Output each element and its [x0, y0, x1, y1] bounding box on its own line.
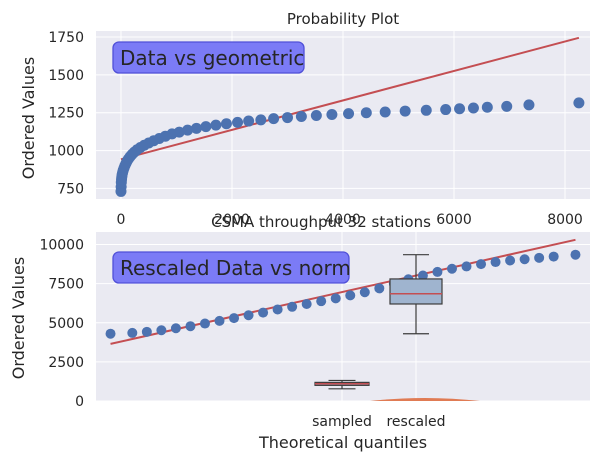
bottom-y-tick-label: 10000: [39, 238, 84, 254]
bottom-data-point: [446, 263, 457, 274]
top-data-point: [232, 116, 244, 128]
bottom-y-tick-label: 2500: [48, 355, 84, 371]
top-data-point: [573, 97, 585, 109]
top-x-tick-label: 0: [117, 212, 126, 228]
bottom-data-point: [534, 252, 545, 263]
bottom-y-tick-label: 0: [75, 394, 84, 410]
top-x-tick-label: 6000: [436, 212, 472, 228]
top-data-point: [243, 115, 255, 127]
category-label-sampled: sampled: [312, 414, 372, 430]
top-data-point: [281, 112, 293, 124]
bottom-data-point: [316, 296, 327, 307]
top-data-point: [399, 105, 411, 117]
bottom-annotation-box: [112, 251, 350, 284]
top-title: Probability Plot: [287, 10, 399, 28]
top-y-tick-label: 1000: [48, 144, 84, 160]
top-fit-line: [120, 36, 580, 161]
bottom-data-point: [105, 328, 116, 339]
bottom-data-point: [127, 327, 138, 338]
bottom-data-point: [570, 249, 581, 260]
top-data-point: [295, 111, 307, 123]
bottom-data-point: [374, 283, 385, 294]
top-x-tick-label: 4000: [325, 212, 361, 228]
bottom-data-point: [156, 325, 167, 336]
bottom-data-point: [229, 313, 240, 324]
bottom-data-point: [417, 270, 428, 281]
bottom-data-point: [301, 298, 312, 309]
boxplot-sampled: [314, 379, 370, 390]
top-annotation: Data vs geometric: [120, 46, 304, 70]
bottom-data-point: [519, 254, 530, 265]
bottom-y-ticks: 0 2500 5000 7500 10000: [39, 238, 84, 410]
bottom-data-point: [141, 326, 152, 337]
bottom-y-tick-label: 5000: [48, 316, 84, 332]
bottom-data-point: [185, 321, 196, 332]
top-data-point: [523, 99, 535, 111]
top-data-point: [454, 103, 466, 115]
bottom-data-point: [214, 315, 225, 326]
top-x-ticks: 0 2000 4000 6000 8000: [117, 212, 583, 228]
top-y-tick-label: 750: [57, 181, 84, 197]
bottom-annotation: Rescaled Data vs norm: [120, 256, 351, 280]
bottom-boxplots: [314, 254, 443, 390]
top-data-point: [210, 119, 222, 131]
bottom-data-point: [476, 259, 487, 270]
top-y-tick-label: 1750: [48, 30, 84, 46]
top-y-tick-label: 1500: [48, 68, 84, 84]
bottom-chart: 0 2500 5000 7500 10000 sampled rescaled CSMA…: [9, 213, 590, 452]
bottom-data-point: [432, 266, 443, 277]
bottom-data-point: [505, 255, 516, 266]
bottom-data-point: [490, 257, 501, 268]
top-data-point: [173, 126, 185, 138]
top-data-point: [190, 122, 202, 134]
top-x-tick-label: 2000: [214, 212, 250, 228]
bottom-points: [105, 249, 581, 339]
top-y-axis-label: Ordered Values: [19, 57, 38, 179]
top-data-point: [467, 102, 479, 114]
bottom-data-point: [345, 290, 356, 301]
bottom-data-point: [199, 318, 210, 329]
bottom-data-point: [272, 304, 283, 315]
top-x-tick-label: 8000: [547, 212, 583, 228]
top-data-point: [182, 124, 194, 136]
top-grid: [96, 31, 590, 199]
bottom-y-axis-label: Ordered Values: [9, 257, 28, 379]
boxplot-box: [389, 278, 443, 305]
top-data-point: [420, 104, 432, 116]
bottom-x-axis-label: Theoretical quantiles: [258, 433, 427, 452]
top-data-point: [501, 100, 513, 112]
boxplot-rescaled: [389, 254, 443, 335]
top-data-point: [379, 106, 391, 118]
bottom-y-tick-label: 7500: [48, 277, 84, 293]
top-points: [115, 97, 585, 197]
bottom-density-sliver: [370, 398, 480, 401]
bottom-data-point: [258, 307, 269, 318]
bottom-data-point: [170, 323, 181, 334]
top-data-point: [268, 113, 280, 125]
top-data-point: [440, 104, 452, 116]
bottom-data-point: [548, 251, 559, 262]
top-data-point: [255, 114, 267, 126]
top-data-point: [481, 101, 493, 113]
bottom-data-point: [461, 261, 472, 272]
category-label-rescaled: rescaled: [386, 414, 445, 430]
bottom-data-point: [359, 287, 370, 298]
bottom-data-point: [243, 310, 254, 321]
top-annotation-box: [112, 41, 305, 74]
top-y-tick-label: 1250: [48, 106, 84, 122]
bottom-data-point: [287, 301, 298, 312]
top-data-point: [220, 118, 232, 130]
top-data-point: [310, 109, 322, 121]
top-data-point: [360, 107, 372, 119]
top-y-ticks: 750 1000 1250 1500 1750: [48, 30, 84, 197]
bottom-data-point: [330, 293, 341, 304]
top-data-point: [200, 121, 212, 133]
top-chart: 0 2000 4000 6000 8000 750 1000 1250 1500 1750 Pr…: [19, 10, 590, 228]
bottom-title: CSMA throughput 32 stations: [211, 213, 431, 231]
top-data-point: [326, 109, 338, 121]
top-data-point: [343, 108, 355, 120]
